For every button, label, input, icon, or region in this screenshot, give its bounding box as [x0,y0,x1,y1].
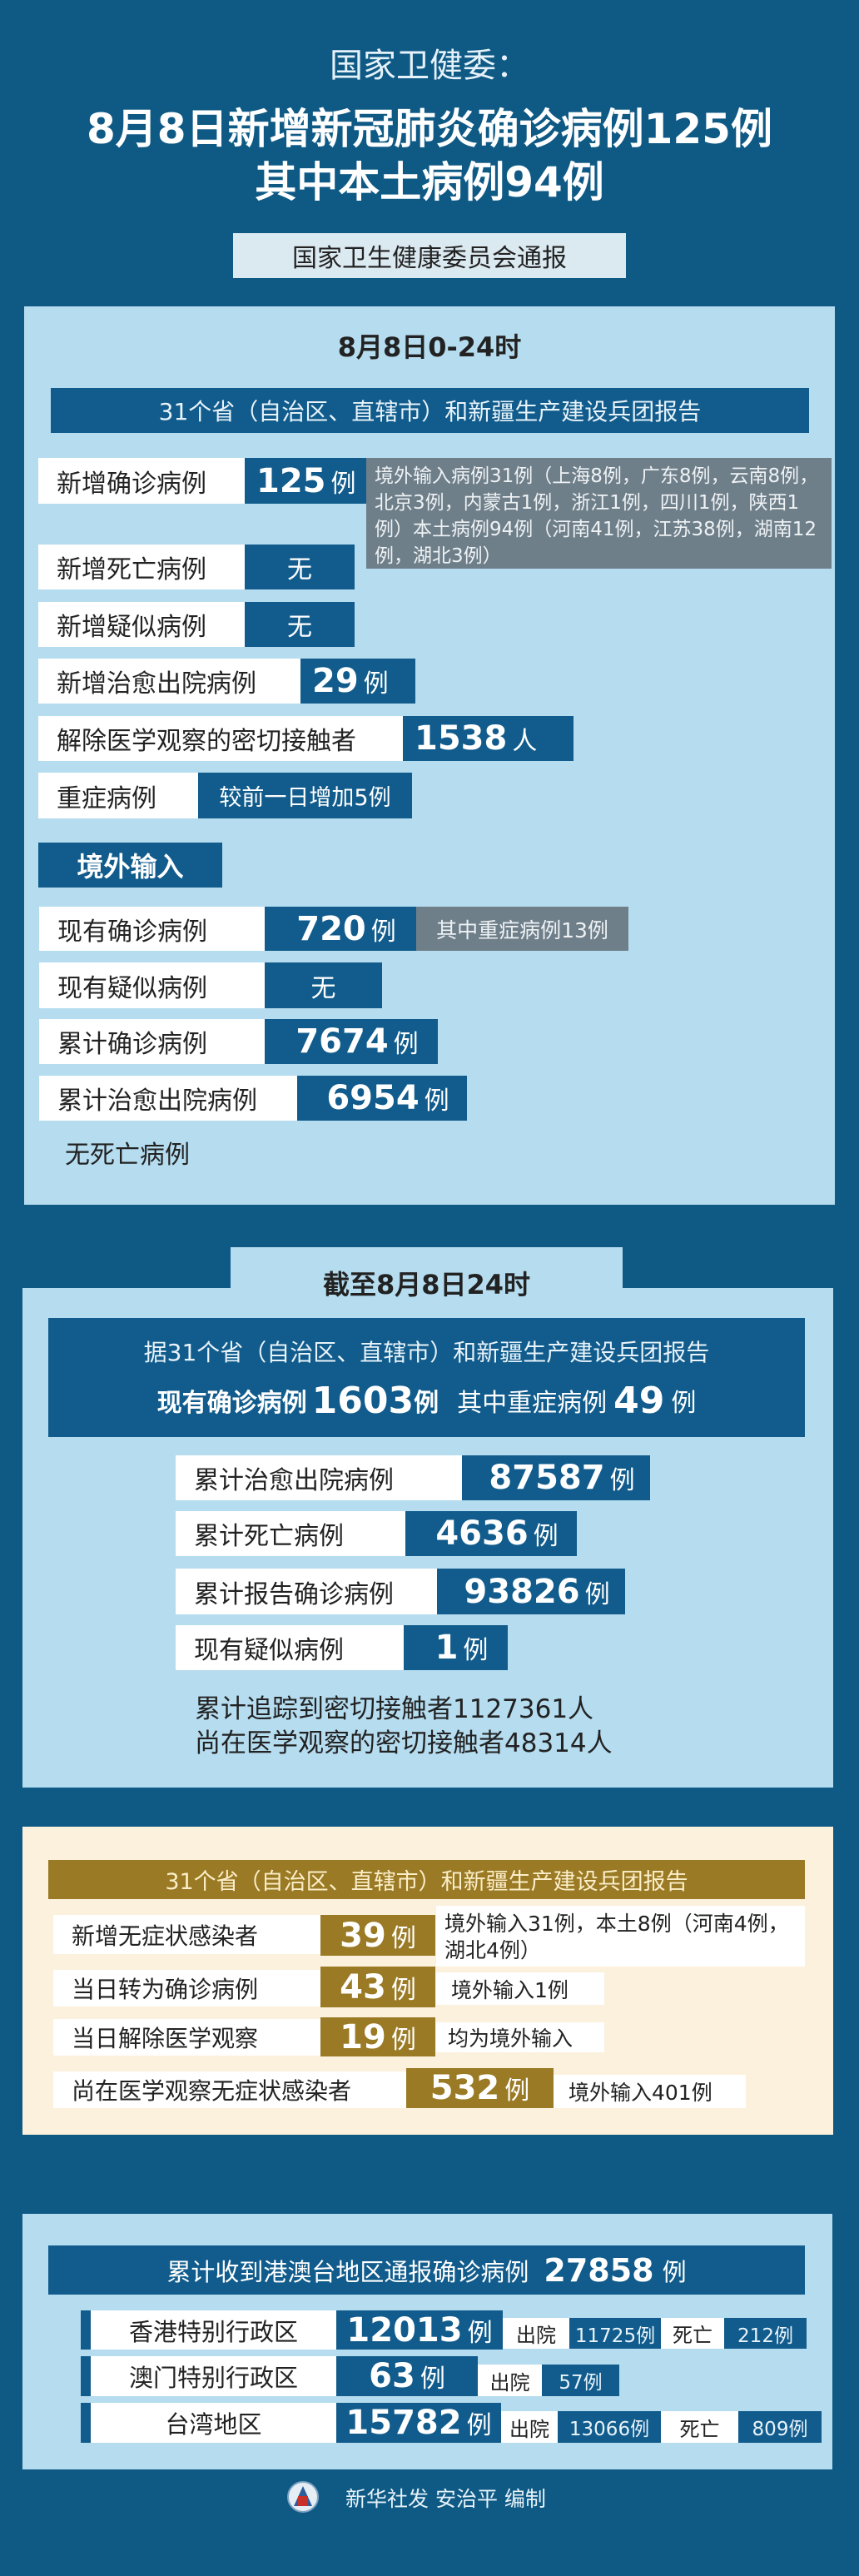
row-label: 新增疑似病例 [38,602,245,647]
row-note: 境外输入1例 [436,1972,604,2005]
row-label: 现有疑似病例 [39,962,265,1008]
discharged-value: 13066例 [558,2411,661,2443]
row-label: 新增无症状感染者 [53,1915,320,1954]
row-value: 1538 人 [403,716,573,761]
row-note: 境外输入病例31例（上海8例，广东8例，云南8例，北京3例，内蒙古1例，浙江1例… [366,458,832,569]
row-value: 无 [245,545,355,589]
region-label: 台湾地区 [91,2403,336,2443]
discharged-value: 11725例 [569,2318,661,2349]
row-label: 当日解除医学观察 [53,2019,320,2056]
death-label: 死亡 [661,2318,724,2349]
contacts-total: 累计追踪到密切接触者1127361人 [195,1693,594,1724]
row-value: 无 [265,962,382,1008]
row-label: 当日转为确诊病例 [53,1970,320,2007]
row-label: 重症病例 [38,773,198,818]
row-label: 新增确诊病例 [38,458,245,504]
source-banner: 国家卫生健康委员会通报 [233,233,626,278]
cumulative-summary-box [48,1318,805,1437]
row-stripe [81,2403,91,2443]
row-label: 累计确诊病例 [39,1019,265,1064]
row-note: 均为境外输入 [436,2022,604,2052]
row-stripe [81,2356,91,2396]
discharged-label: 出院 [478,2365,542,2396]
daily-title: 8月8日0-24时 [337,331,522,363]
row-note: 其中重症病例13例 [416,907,628,951]
row-label: 现有确诊病例 [39,907,265,951]
row-value: 39 例 [320,1915,435,1956]
row-value: 较前一日增加5例 [198,773,412,818]
region-label: 香港特别行政区 [91,2310,336,2350]
region-label: 澳门特别行政区 [91,2356,336,2396]
discharged-value: 57例 [542,2365,619,2396]
row-label: 累计治愈出院病例 [176,1455,462,1500]
cumulative-title: 截至8月8日24时 [322,1269,531,1300]
page-title: 8月8日新增新冠肺炎确诊病例125例 [87,105,772,153]
row-label: 累计死亡病例 [176,1511,405,1556]
hmt-total-bar: 累计收到港澳台地区通报确诊病例 27858 例 [48,2245,805,2295]
row-label: 解除医学观察的密切接触者 [38,716,403,761]
row-value: 93826 例 [437,1569,625,1614]
current-confirmed-line: 现有确诊病例 1603 例 其中重症病例 49 例 [156,1379,697,1422]
row-value: 43 例 [320,1967,435,2007]
discharged-label: 出院 [503,2318,569,2349]
cumulative-report: 据31个省（自治区、直辖市）和新疆生产建设兵团报告 [143,1339,710,1366]
row-value: 无 [245,602,355,647]
asymptomatic-report-bar: 31个省（自治区、直辖市）和新疆生产建设兵团报告 [48,1860,805,1899]
header-org: 国家卫健委： [330,47,529,85]
row-label: 累计治愈出院病例 [39,1076,297,1121]
row-note: 境外输入401例 [554,2075,746,2108]
row-label: 累计报告确诊病例 [176,1569,437,1614]
region-value: 15782 例 [336,2403,501,2443]
row-value: 125 例 [245,458,366,504]
row-value: 7674 例 [265,1019,438,1064]
region-value: 63 例 [336,2356,478,2396]
row-value: 532 例 [406,2068,554,2108]
row-stripe [81,2310,91,2350]
row-label: 新增治愈出院病例 [38,659,300,704]
footer-credit: 新华社发 安治平 编制 [345,2487,546,2511]
xinhua-logo-icon [287,2481,319,2513]
row-value: 4636 例 [405,1511,577,1556]
row-value: 29 例 [300,659,415,704]
row-label: 新增死亡病例 [38,545,245,589]
row-label: 现有疑似病例 [176,1625,404,1670]
daily-report-bar: 31个省（自治区、直辖市）和新疆生产建设兵团报告 [51,388,809,433]
death-label: 死亡 [661,2411,738,2443]
row-value: 19 例 [320,2017,435,2056]
imported-heading: 境外输入 [38,843,222,888]
row-value: 720 例 [265,907,416,951]
region-value: 12013 例 [336,2310,503,2350]
no-death-note: 无死亡病例 [65,1141,190,1170]
contacts-observed: 尚在医学观察的密切接触者48314人 [195,1728,613,1758]
row-note: 境外输入31例，本土8例（河南4例，湖北4例） [436,1906,805,1967]
row-value: 6954 例 [297,1076,467,1121]
row-value: 87587 例 [462,1455,650,1500]
page-subtitle: 其中本土病例94例 [255,158,604,206]
death-value: 809例 [738,2411,822,2443]
discharged-label: 出院 [501,2411,558,2443]
death-value: 212例 [724,2318,807,2349]
row-label: 尚在医学观察无症状感染者 [53,2071,406,2108]
